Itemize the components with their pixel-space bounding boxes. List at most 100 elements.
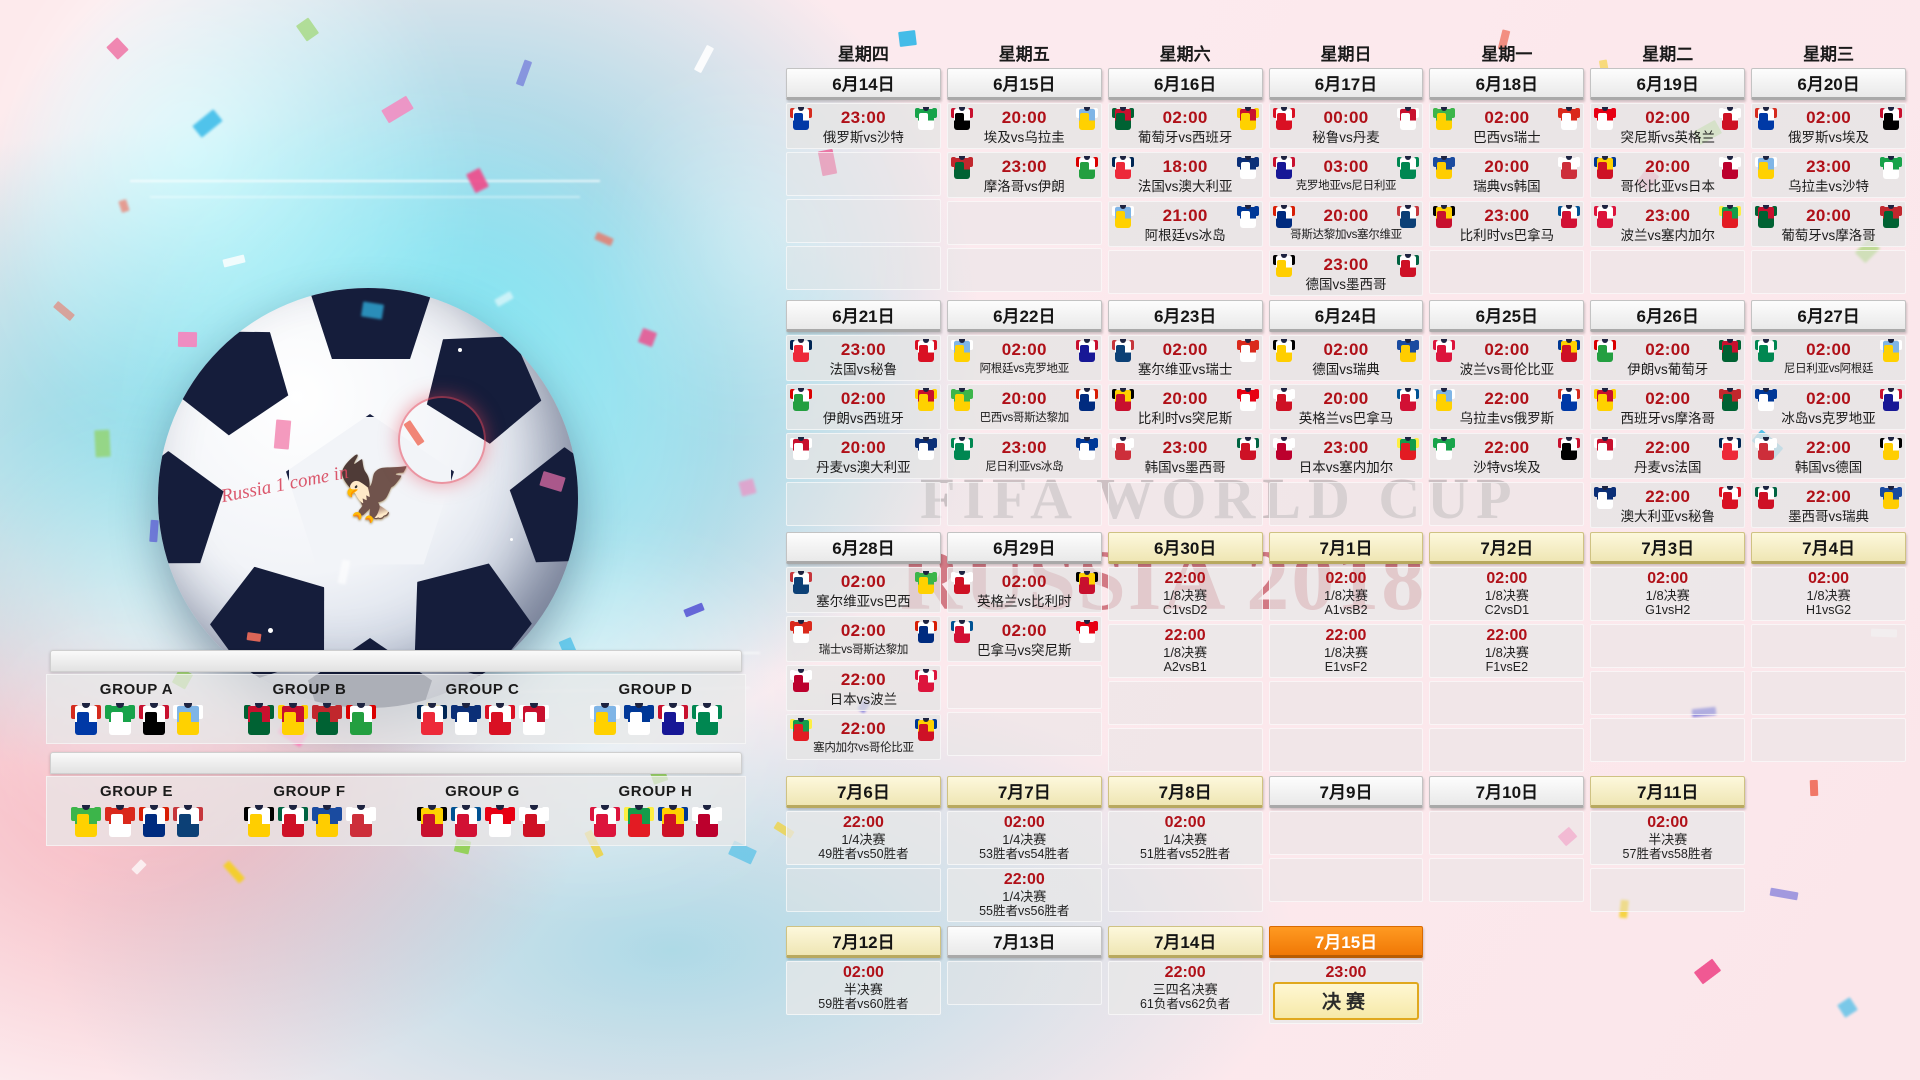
group-cell-c[interactable]: GROUP C — [397, 679, 568, 739]
date-chip[interactable]: 6月17日 — [1268, 68, 1424, 100]
date-chip[interactable]: 6月23日 — [1107, 300, 1263, 332]
match-cell[interactable]: 23:00 波兰vs塞内加尔 — [1590, 201, 1746, 247]
match-cell[interactable]: 23:00 日本vs塞内加尔 — [1268, 433, 1424, 479]
knockout-match-cell[interactable]: 02:00 1/8决赛 H1vsG2 — [1751, 567, 1906, 621]
date-chip[interactable]: 7月10日 — [1429, 776, 1585, 808]
match-cell[interactable]: 20:00 哥伦比亚vs日本 — [1590, 152, 1746, 198]
match-cell[interactable]: 23:00 俄罗斯vs沙特 — [786, 103, 941, 149]
date-chip[interactable]: 7月14日 — [1107, 926, 1263, 958]
group-cell-b[interactable]: GROUP B — [224, 679, 395, 739]
date-chip[interactable]: 7月13日 — [946, 926, 1102, 958]
date-chip[interactable]: 6月28日 — [786, 532, 941, 564]
date-chip[interactable]: 6月16日 — [1107, 68, 1263, 100]
match-cell[interactable]: 02:00 巴西vs瑞士 — [1429, 103, 1585, 149]
date-chip[interactable]: 7月9日 — [1268, 776, 1424, 808]
knockout-match-cell[interactable]: 22:00 1/8决赛 C1vsD2 — [1107, 567, 1263, 621]
date-chip[interactable]: 6月18日 — [1429, 68, 1585, 100]
match-cell[interactable]: 20:00 瑞典vs韩国 — [1429, 152, 1585, 198]
final-match-cell[interactable]: 23:00 决赛 — [1268, 961, 1424, 1024]
match-cell[interactable]: 23:00 法国vs秘鲁 — [786, 335, 941, 381]
date-chip[interactable]: 6月19日 — [1590, 68, 1746, 100]
date-chip[interactable]: 6月27日 — [1751, 300, 1906, 332]
match-cell[interactable]: 02:00 英格兰vs比利时 — [946, 567, 1102, 613]
match-cell[interactable]: 22:00 塞内加尔vs哥伦比亚 — [786, 714, 941, 760]
match-cell[interactable]: 02:00 伊朗vs葡萄牙 — [1590, 335, 1746, 381]
date-chip[interactable]: 6月24日 — [1268, 300, 1424, 332]
knockout-match-cell[interactable]: 22:00 1/8决赛 E1vsF2 — [1268, 624, 1424, 678]
match-cell[interactable]: 20:00 埃及vs乌拉圭 — [946, 103, 1102, 149]
match-cell[interactable]: 02:00 俄罗斯vs埃及 — [1751, 103, 1906, 149]
date-chip[interactable]: 6月15日 — [946, 68, 1102, 100]
match-cell[interactable]: 23:00 乌拉圭vs沙特 — [1751, 152, 1906, 198]
knockout-match-cell[interactable]: 22:00 1/4决赛 49胜者vs50胜者 — [786, 811, 941, 865]
date-chip[interactable]: 6月25日 — [1429, 300, 1585, 332]
match-cell[interactable]: 23:00 摩洛哥vs伊朗 — [946, 152, 1102, 198]
knockout-match-cell[interactable]: 02:00 1/4决赛 51胜者vs52胜者 — [1107, 811, 1263, 865]
knockout-match-cell[interactable]: 22:00 三四名决赛 61负者vs62负者 — [1107, 961, 1263, 1015]
match-cell[interactable]: 03:00 克罗地亚vs尼日利亚 — [1268, 152, 1424, 198]
knockout-match-cell[interactable]: 22:00 1/4决赛 55胜者vs56胜者 — [946, 868, 1102, 922]
match-cell[interactable]: 20:00 哥斯达黎加vs塞尔维亚 — [1268, 201, 1424, 247]
date-chip[interactable]: 6月30日 — [1107, 532, 1263, 564]
group-cell-f[interactable]: GROUP F — [224, 781, 395, 841]
date-chip[interactable]: 7月15日 — [1268, 926, 1424, 958]
match-cell[interactable]: 02:00 西班牙vs摩洛哥 — [1590, 384, 1746, 430]
match-cell[interactable]: 02:00 塞尔维亚vs瑞士 — [1107, 335, 1263, 381]
date-chip[interactable]: 7月2日 — [1429, 532, 1585, 564]
match-cell[interactable]: 22:00 日本vs波兰 — [786, 665, 941, 711]
match-cell[interactable]: 18:00 法国vs澳大利亚 — [1107, 152, 1263, 198]
match-cell[interactable]: 22:00 沙特vs埃及 — [1429, 433, 1585, 479]
knockout-match-cell[interactable]: 22:00 1/8决赛 A2vsB1 — [1107, 624, 1263, 678]
match-cell[interactable]: 22:00 丹麦vs法国 — [1590, 433, 1746, 479]
match-cell[interactable]: 02:00 瑞士vs哥斯达黎加 — [786, 616, 941, 662]
knockout-match-cell[interactable]: 02:00 1/8决赛 G1vsH2 — [1590, 567, 1746, 621]
date-chip[interactable]: 6月29日 — [946, 532, 1102, 564]
match-cell[interactable]: 23:00 比利时vs巴拿马 — [1429, 201, 1585, 247]
date-chip[interactable]: 6月26日 — [1590, 300, 1746, 332]
group-cell-d[interactable]: GROUP D — [570, 679, 741, 739]
group-cell-e[interactable]: GROUP E — [51, 781, 222, 841]
match-cell[interactable]: 20:00 巴西vs哥斯达黎加 — [946, 384, 1102, 430]
match-cell[interactable]: 00:00 秘鲁vs丹麦 — [1268, 103, 1424, 149]
knockout-match-cell[interactable]: 02:00 1/8决赛 C2vsD1 — [1429, 567, 1585, 621]
date-chip[interactable]: 6月21日 — [786, 300, 941, 332]
match-cell[interactable]: 22:00 墨西哥vs瑞典 — [1751, 482, 1906, 528]
date-chip[interactable]: 7月6日 — [786, 776, 941, 808]
group-cell-g[interactable]: GROUP G — [397, 781, 568, 841]
match-cell[interactable]: 02:00 伊朗vs西班牙 — [786, 384, 941, 430]
match-cell[interactable]: 02:00 塞尔维亚vs巴西 — [786, 567, 941, 613]
match-cell[interactable]: 02:00 德国vs瑞典 — [1268, 335, 1424, 381]
match-cell[interactable]: 20:00 比利时vs突尼斯 — [1107, 384, 1263, 430]
date-chip[interactable]: 6月20日 — [1751, 68, 1906, 100]
date-chip[interactable]: 7月11日 — [1590, 776, 1746, 808]
knockout-match-cell[interactable]: 22:00 1/8决赛 F1vsE2 — [1429, 624, 1585, 678]
match-cell[interactable]: 02:00 突尼斯vs英格兰 — [1590, 103, 1746, 149]
date-chip[interactable]: 7月3日 — [1590, 532, 1746, 564]
match-cell[interactable]: 22:00 澳大利亚vs秘鲁 — [1590, 482, 1746, 528]
date-chip[interactable]: 6月14日 — [786, 68, 941, 100]
group-cell-a[interactable]: GROUP A — [51, 679, 222, 739]
match-cell[interactable]: 23:00 韩国vs墨西哥 — [1107, 433, 1263, 479]
match-cell[interactable]: 23:00 尼日利亚vs冰岛 — [946, 433, 1102, 479]
date-chip[interactable]: 7月4日 — [1751, 532, 1906, 564]
match-cell[interactable]: 23:00 德国vs墨西哥 — [1268, 250, 1424, 296]
match-cell[interactable]: 02:00 冰岛vs克罗地亚 — [1751, 384, 1906, 430]
match-cell[interactable]: 21:00 阿根廷vs冰岛 — [1107, 201, 1263, 247]
date-chip[interactable]: 6月22日 — [946, 300, 1102, 332]
date-chip[interactable]: 7月7日 — [946, 776, 1102, 808]
match-cell[interactable]: 22:00 韩国vs德国 — [1751, 433, 1906, 479]
match-cell[interactable]: 02:00 尼日利亚vs阿根廷 — [1751, 335, 1906, 381]
date-chip[interactable]: 7月12日 — [786, 926, 941, 958]
group-cell-h[interactable]: GROUP H — [570, 781, 741, 841]
match-cell[interactable]: 22:00 乌拉圭vs俄罗斯 — [1429, 384, 1585, 430]
match-cell[interactable]: 20:00 丹麦vs澳大利亚 — [786, 433, 941, 479]
match-cell[interactable]: 02:00 巴拿马vs突尼斯 — [946, 616, 1102, 662]
match-cell[interactable]: 20:00 葡萄牙vs摩洛哥 — [1751, 201, 1906, 247]
date-chip[interactable]: 7月8日 — [1107, 776, 1263, 808]
knockout-match-cell[interactable]: 02:00 1/8决赛 A1vsB2 — [1268, 567, 1424, 621]
match-cell[interactable]: 20:00 英格兰vs巴拿马 — [1268, 384, 1424, 430]
knockout-match-cell[interactable]: 02:00 半决赛 59胜者vs60胜者 — [786, 961, 941, 1015]
date-chip[interactable]: 7月1日 — [1268, 532, 1424, 564]
match-cell[interactable]: 02:00 波兰vs哥伦比亚 — [1429, 335, 1585, 381]
knockout-match-cell[interactable]: 02:00 半决赛 57胜者vs58胜者 — [1590, 811, 1746, 865]
